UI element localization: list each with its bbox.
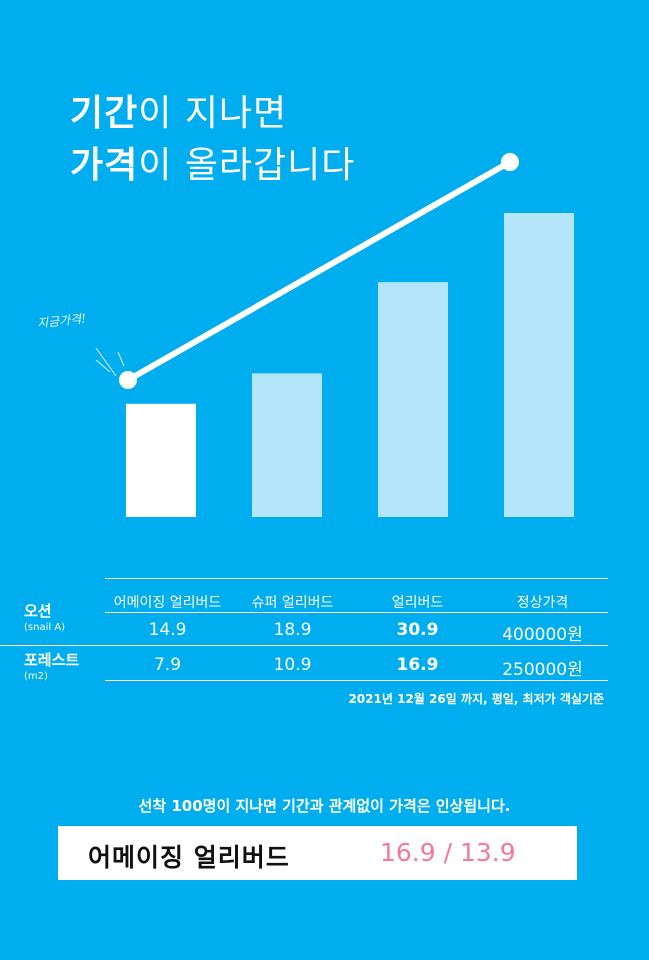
table-cell: 250000원: [502, 660, 583, 680]
table-cell: 16.9: [396, 655, 439, 675]
headline-rest-2: 이 올라갑니다: [138, 145, 356, 186]
trend-line: [125, 159, 513, 383]
notice-text: 선착 100명이 지나면 기간과 관계없이 가격은 인상됩니다.: [138, 797, 511, 815]
row-label-forest: 포레스트: [24, 651, 80, 669]
table-cell: 7.9: [153, 655, 182, 675]
footnote: 2021년 12월 26일 까지, 평일, 최저가 객실기준: [348, 692, 604, 706]
row-label-ocean: 오션: [24, 602, 52, 620]
trend-end-point: [501, 153, 519, 171]
headline-bold-1: 기간: [70, 93, 139, 134]
table-cell: 10.9: [273, 655, 312, 675]
table-header-rule: [105, 612, 608, 613]
headline: 기간이 지나면 가격이 올라갑니다: [70, 88, 355, 192]
price-bar-chart: [95, 153, 574, 517]
trend-start-point: [119, 371, 137, 389]
bar-3: [504, 213, 574, 517]
bar-1: [252, 373, 322, 517]
note-pointer-strokes: [95, 347, 125, 377]
bar-2: [378, 282, 448, 517]
table-top-rule: [105, 578, 608, 579]
headline-line-1: 기간이 지나면: [70, 88, 355, 140]
table-cell: 30.9: [396, 620, 439, 640]
row-sub-ocean: (snail A): [24, 622, 66, 633]
table-header: 어메이징 얼리버드: [113, 595, 222, 611]
promo-price: 16.9 / 13.9: [380, 838, 516, 867]
promo-box: 어메이징 얼리버드 16.9 / 13.9: [58, 826, 577, 880]
table-cell: 14.9: [148, 620, 187, 640]
table-cell: 18.9: [273, 620, 312, 640]
bar-0: [126, 403, 196, 517]
table-header: 정상가격: [516, 595, 569, 611]
row-sub-forest: (m2): [24, 671, 48, 682]
table-header: 얼리버드: [391, 595, 444, 611]
promo-label: 어메이징 얼리버드: [88, 843, 290, 872]
table-row-rule: [0, 645, 608, 646]
table-header: 슈퍼 얼리버드: [251, 595, 334, 611]
table-bottom-rule: [105, 680, 608, 681]
headline-line-2: 가격이 올라갑니다: [70, 140, 355, 192]
table-cell: 400000원: [502, 625, 583, 645]
headline-rest-1: 이 지나면: [138, 93, 288, 134]
headline-bold-2: 가격: [70, 145, 139, 186]
